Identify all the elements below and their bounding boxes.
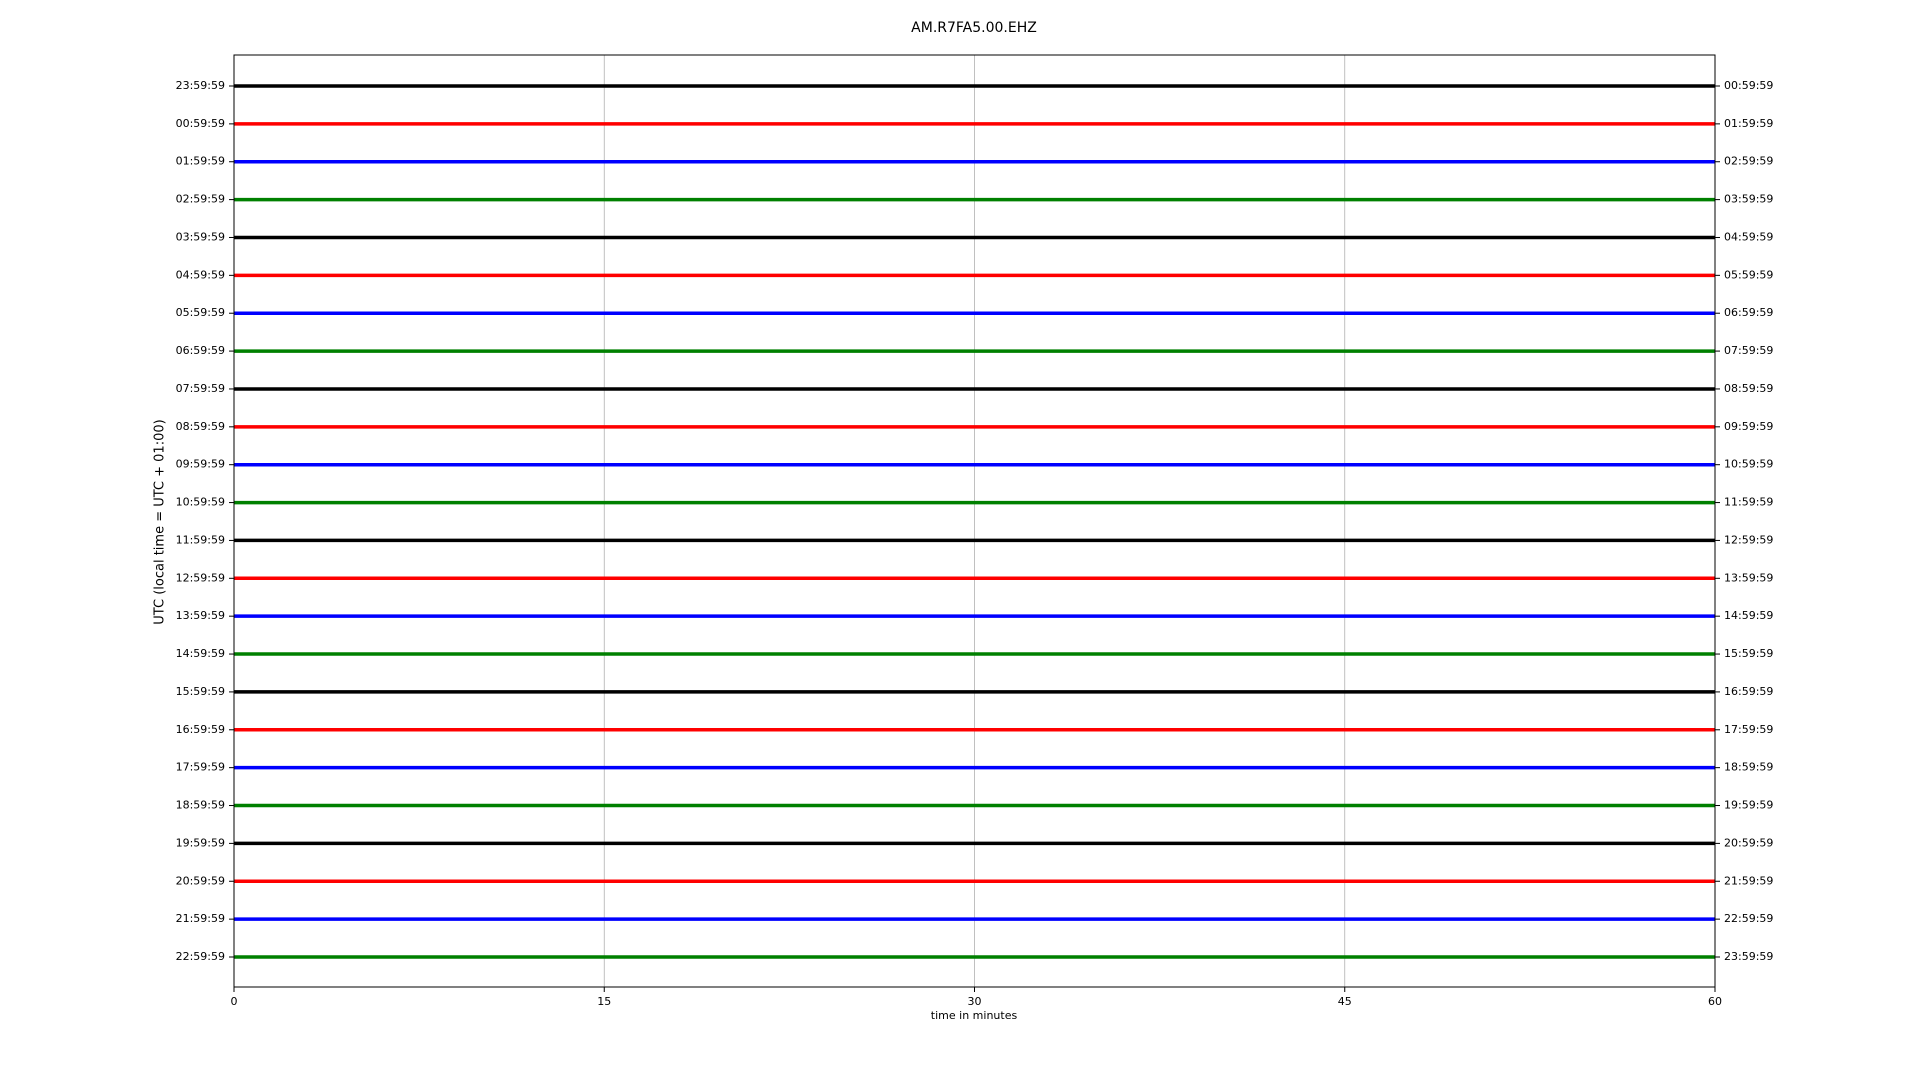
y-tick-label: 08:59:59 <box>176 420 225 433</box>
y2-tick-label: 15:59:59 <box>1724 647 1773 660</box>
y-tick-label: 01:59:59 <box>176 155 225 168</box>
y2-tick-label: 01:59:59 <box>1724 117 1773 130</box>
y-tick-label: 03:59:59 <box>176 230 225 243</box>
y2-tick-label: 11:59:59 <box>1724 496 1773 509</box>
y-tick-label: 21:59:59 <box>176 912 225 925</box>
y2-tick-label: 04:59:59 <box>1724 230 1773 243</box>
y-tick-label: 14:59:59 <box>176 647 225 660</box>
y2-tick-label: 00:59:59 <box>1724 79 1773 92</box>
y2-tick-label: 19:59:59 <box>1724 799 1773 812</box>
y2-tick-label: 17:59:59 <box>1724 723 1773 736</box>
y2-tick-label: 22:59:59 <box>1724 912 1773 925</box>
y2-tick-label: 10:59:59 <box>1724 458 1773 471</box>
y2-tick-label: 18:59:59 <box>1724 761 1773 774</box>
y2-tick-label: 03:59:59 <box>1724 193 1773 206</box>
y-tick-label: 11:59:59 <box>176 533 225 546</box>
y2-tick-label: 13:59:59 <box>1724 571 1773 584</box>
y2-tick-label: 14:59:59 <box>1724 609 1773 622</box>
y-tick-label: 15:59:59 <box>176 685 225 698</box>
x-tick-label: 30 <box>968 995 982 1008</box>
y-tick-label: 18:59:59 <box>176 799 225 812</box>
y-tick-label: 23:59:59 <box>176 79 225 92</box>
y2-tick-label: 05:59:59 <box>1724 268 1773 281</box>
y2-tick-label: 06:59:59 <box>1724 306 1773 319</box>
y-tick-label: 19:59:59 <box>176 836 225 849</box>
y-tick-label: 10:59:59 <box>176 496 225 509</box>
y-tick-label: 22:59:59 <box>176 950 225 963</box>
y2-tick-label: 02:59:59 <box>1724 155 1773 168</box>
y2-tick-label: 20:59:59 <box>1724 836 1773 849</box>
plot-frame <box>233 54 1716 988</box>
x-tick-label: 15 <box>597 995 611 1008</box>
y-tick-label: 13:59:59 <box>176 609 225 622</box>
y-tick-label: 17:59:59 <box>176 761 225 774</box>
y2-tick-label: 08:59:59 <box>1724 382 1773 395</box>
y-tick-label: 09:59:59 <box>176 458 225 471</box>
chart-title: AM.R7FA5.00.EHZ <box>911 20 1037 36</box>
y-tick-label: 02:59:59 <box>176 193 225 206</box>
y-tick-label: 16:59:59 <box>176 723 225 736</box>
y2-tick-label: 21:59:59 <box>1724 874 1773 887</box>
y2-tick-label: 07:59:59 <box>1724 344 1773 357</box>
y2-tick-label: 23:59:59 <box>1724 950 1773 963</box>
y-axis-label: UTC (local time = UTC + 01:00) <box>153 419 168 624</box>
x-tick-label: 0 <box>231 995 238 1008</box>
x-tick-label: 45 <box>1338 995 1352 1008</box>
y2-tick-label: 16:59:59 <box>1724 685 1773 698</box>
y-tick-label: 07:59:59 <box>176 382 225 395</box>
y-tick-label: 20:59:59 <box>176 874 225 887</box>
y-tick-label: 05:59:59 <box>176 306 225 319</box>
x-tick-label: 60 <box>1708 995 1722 1008</box>
x-axis-label: time in minutes <box>931 1009 1018 1022</box>
y-tick-label: 00:59:59 <box>176 117 225 130</box>
y-tick-label: 06:59:59 <box>176 344 225 357</box>
y-tick-label: 12:59:59 <box>176 571 225 584</box>
y-tick-label: 04:59:59 <box>176 268 225 281</box>
y2-tick-label: 12:59:59 <box>1724 533 1773 546</box>
y2-tick-label: 09:59:59 <box>1724 420 1773 433</box>
